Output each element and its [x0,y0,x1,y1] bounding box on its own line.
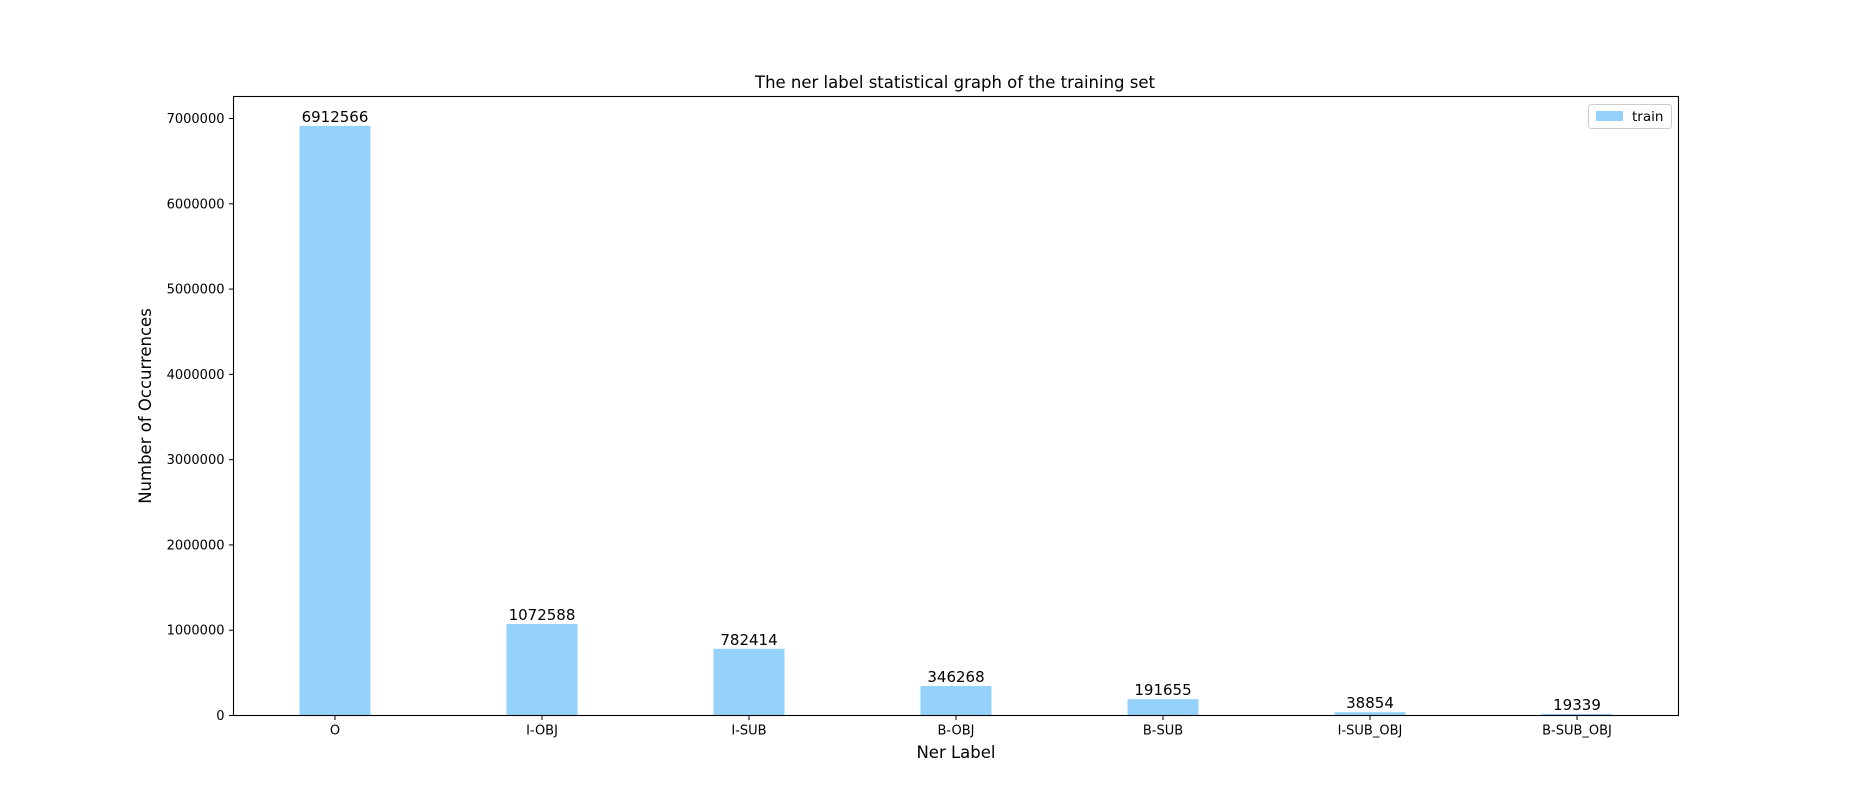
x-tick-label-i-sub_obj: I-SUB_OBJ [1338,724,1403,739]
x-tick-label-b-sub_obj: B-SUB_OBJ [1542,724,1612,739]
legend-label-train: train [1632,109,1663,125]
y-tick-label: 5000000 [167,283,225,298]
data-labels-group: 6912566 1072588 782414 346268 191655 38854 193… [302,108,1601,714]
data-label-i-obj: 1072588 [509,606,576,624]
y-axis-title: Number of Occurrences [136,308,155,504]
y-tick-label: 3000000 [167,453,225,468]
legend: train [1588,104,1672,129]
y-tick-label: 6000000 [167,197,225,212]
data-label-b-sub_obj: 19339 [1553,696,1601,714]
x-tick-label-b-sub: B-SUB [1143,724,1183,739]
x-tick-label-b-obj: B-OBJ [938,724,975,739]
data-label-b-sub: 191655 [1134,681,1191,699]
y-tick-label: 1000000 [167,624,225,639]
bars-group [299,125,1613,716]
data-label-b-obj: 346268 [927,668,984,686]
data-label-i-sub: 782414 [720,631,777,649]
y-tick-label: 0 [216,709,224,724]
y-axis-ticks: 0 1000000 2000000 3000000 4000000 5000000 6000… [167,112,234,724]
x-tick-label-i-sub: I-SUB [731,724,766,739]
data-label-o: 6912566 [302,108,369,126]
x-tick-label-i-obj: I-OBJ [526,724,558,739]
legend-swatch [1596,111,1623,121]
bar-b-obj [920,685,992,716]
bar-i-obj [506,624,578,716]
legend-box [1588,104,1672,129]
chart-title: The ner label statistical graph of the t… [754,73,1156,92]
bar-o [299,125,371,716]
x-axis-title: Ner Label [916,743,995,762]
y-tick-label: 4000000 [167,368,225,383]
bar-b-sub [1127,699,1199,716]
y-tick-label: 7000000 [167,112,225,127]
bar-i-sub_obj [1334,712,1406,716]
bar-i-sub [713,648,785,716]
x-tick-label-o: O [330,724,340,739]
plot-area: 6912566 1072588 782414 346268 191655 38854 193… [167,95,1680,739]
x-axis-ticks: O I-OBJ I-SUB B-OBJ B-SUB I-SUB_OBJ B-SUB_OBJ [330,715,1612,739]
bar-b-sub_obj [1541,713,1613,716]
y-tick-label: 2000000 [167,538,225,553]
data-label-i-sub_obj: 38854 [1346,694,1394,712]
